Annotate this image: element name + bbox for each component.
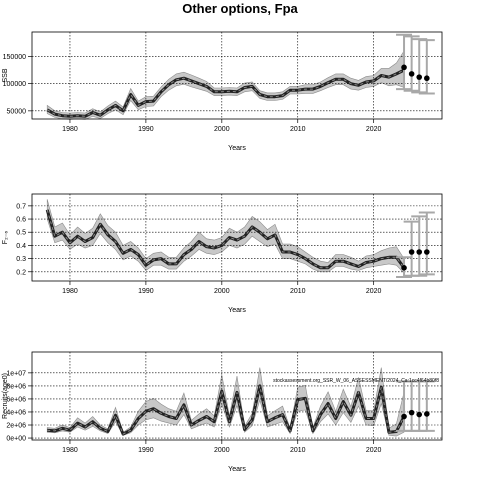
source-annotation: stockassessment.org_SSR_W_06_ASSESSMENT/… — [273, 378, 439, 384]
y-tick-label: 6e+06 — [6, 396, 26, 403]
y-tick-label: 0e+00 — [6, 436, 26, 443]
y-tick-label: 0.7 — [16, 203, 26, 210]
forecast-point — [401, 413, 407, 420]
y-axis-title: SSB — [2, 68, 9, 82]
y-tick-label: 0.2 — [16, 269, 26, 276]
forecast-point — [416, 249, 423, 255]
y-tick-label: 0.3 — [16, 256, 26, 263]
x-tick-label: 1990 — [138, 126, 154, 133]
series-line-center-1 — [46, 69, 405, 117]
x-tick-label: 2000 — [214, 288, 230, 295]
panels: 1980 1990 2000 2010 2020 50000 100000 150000 Yea… — [2, 31, 443, 473]
x-tick-label: 2020 — [366, 447, 382, 454]
chart-panel-1: 1980 1990 2000 2010 2020 50000 100000 150000 Yea… — [2, 31, 443, 152]
forecast-point — [401, 265, 407, 271]
x-tick-label: 1980 — [62, 126, 78, 133]
y-tick-label: 1e+07 — [6, 370, 26, 377]
y-axis-title: F₂₋₆ — [2, 231, 9, 245]
y-tick-label: 0.6 — [16, 217, 26, 224]
forecast-point — [424, 75, 430, 82]
x-axis-title: Years — [228, 145, 246, 152]
x-tick-label: 2010 — [290, 126, 306, 133]
y-tick-label: 100000 — [3, 81, 26, 88]
x-tick-label: 2020 — [366, 288, 382, 295]
x-axis-title: Years — [228, 307, 246, 314]
forecast-point — [424, 249, 430, 255]
forecast-point — [408, 249, 415, 255]
plot-frame — [31, 193, 443, 282]
chart-panel-3: 1980 1990 2000 2010 2020 0e+00 2e+06 4e+06 6e+06… — [2, 351, 443, 473]
x-tick-label: 1990 — [138, 288, 154, 295]
x-tick-label: 2020 — [366, 126, 382, 133]
plot-frame — [31, 351, 443, 441]
forecast-point — [416, 74, 423, 80]
y-tick-label: 0.4 — [16, 243, 26, 250]
series-line-center-1 — [46, 209, 405, 269]
x-tick-label: 1980 — [62, 288, 78, 295]
x-tick-label: 2000 — [214, 126, 230, 133]
y-tick-label: 0.5 — [16, 230, 26, 237]
x-tick-label: 1980 — [62, 447, 78, 454]
forecast-point — [424, 411, 430, 417]
x-tick-label: 2000 — [214, 447, 230, 454]
plot-frame — [31, 31, 443, 120]
y-tick-label: 4e+06 — [6, 409, 26, 416]
x-axis-title: Years — [228, 466, 246, 473]
chart-panel-2: 1980 1990 2000 2010 2020 0.2 0.3 0.4 0.5 0.6 0.7 Ye… — [2, 193, 443, 314]
y-tick-label: 2e+06 — [6, 423, 26, 430]
y-tick-label: 50000 — [7, 108, 27, 115]
x-tick-label: 2010 — [290, 447, 306, 454]
x-tick-label: 2010 — [290, 288, 306, 295]
forecast-point — [408, 409, 415, 416]
figure-title: Other options, Fpa — [182, 1, 298, 16]
forecast-point — [401, 64, 407, 71]
series-line-center-1 — [47, 385, 405, 435]
forecast-point — [416, 411, 423, 418]
y-tick-label: 8e+06 — [6, 383, 26, 390]
y-tick-label: 150000 — [3, 54, 26, 61]
y-axis-title: Recruits(age0) — [2, 373, 9, 419]
x-tick-label: 1990 — [138, 447, 154, 454]
forecast-point — [408, 71, 415, 77]
